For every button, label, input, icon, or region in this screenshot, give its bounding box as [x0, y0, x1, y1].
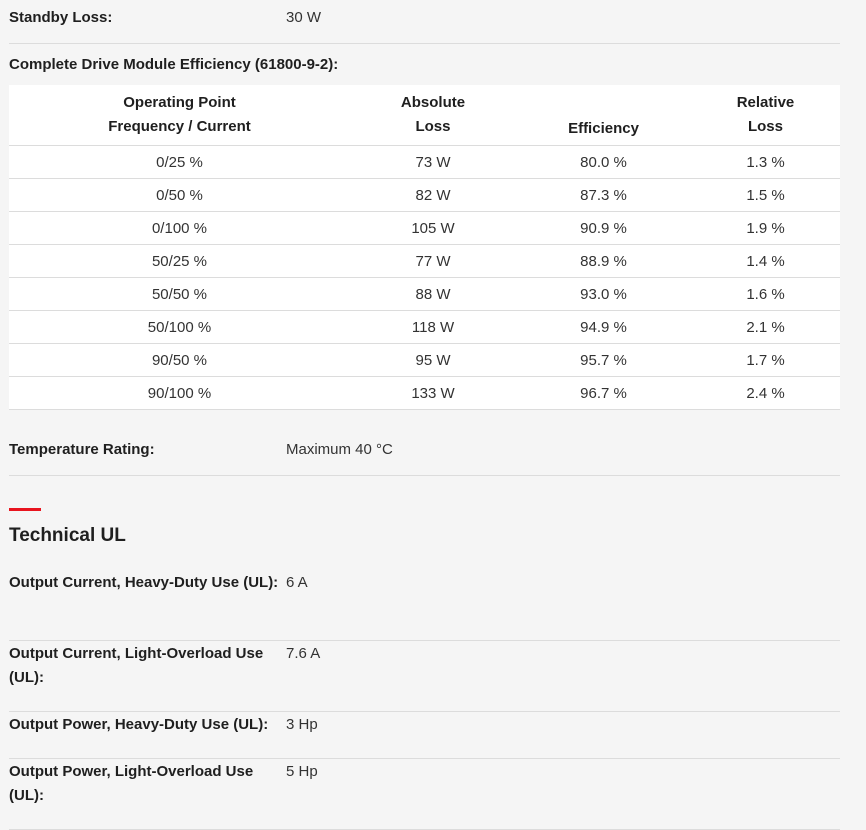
cell-absolute-loss: 82 W — [350, 178, 516, 212]
spec-row-output-power-light-overload: Output Power, Light-Overload Use (UL): 5… — [9, 759, 840, 830]
cell-operating-point: 90/100 % — [9, 376, 350, 410]
cell-operating-point: 50/25 % — [9, 244, 350, 278]
header-line: Absolute — [400, 94, 466, 111]
efficiency-table-title: Complete Drive Module Efficiency (61800-… — [9, 56, 339, 73]
spec-value: 7.6 A — [286, 645, 321, 662]
header-line: Loss — [415, 118, 451, 135]
spec-value: 6 A — [286, 574, 308, 591]
header-efficiency: Efficiency — [516, 85, 691, 146]
cell-relative-loss: 1.5 % — [691, 178, 840, 212]
table-row: 90/50 % 95 W 95.7 % 1.7 % — [9, 343, 840, 377]
table-row: 0/100 % 105 W 90.9 % 1.9 % — [9, 211, 840, 245]
table-row: 50/50 % 88 W 93.0 % 1.6 % — [9, 277, 840, 311]
header-line: Relative — [736, 94, 795, 111]
header-operating-point: Operating Point Frequency / Current — [9, 85, 350, 146]
cell-efficiency: 87.3 % — [516, 178, 691, 212]
cell-relative-loss: 1.6 % — [691, 277, 840, 311]
header-absolute-loss: Absolute Loss — [350, 85, 516, 146]
spec-row-output-power-heavy-duty: Output Power, Heavy-Duty Use (UL): 3 Hp — [9, 712, 840, 759]
cell-relative-loss: 1.3 % — [691, 145, 840, 179]
cell-absolute-loss: 73 W — [350, 145, 516, 179]
spec-value: Maximum 40 °C — [286, 441, 393, 458]
cell-absolute-loss: 133 W — [350, 376, 516, 410]
cell-relative-loss: 1.9 % — [691, 211, 840, 245]
cell-absolute-loss: 95 W — [350, 343, 516, 377]
header-relative-loss: Relative Loss — [691, 85, 840, 146]
cell-efficiency: 88.9 % — [516, 244, 691, 278]
header-line: Frequency / Current — [108, 118, 251, 135]
table-row: 0/25 % 73 W 80.0 % 1.3 % — [9, 145, 840, 179]
spec-content: Standby Loss: 30 W Complete Drive Module… — [9, 0, 840, 830]
cell-efficiency: 93.0 % — [516, 277, 691, 311]
table-row: 50/100 % 118 W 94.9 % 2.1 % — [9, 310, 840, 344]
table-row: 0/50 % 82 W 87.3 % 1.5 % — [9, 178, 840, 212]
spec-label: Standby Loss: — [9, 9, 113, 26]
spec-label: Temperature Rating: — [9, 441, 155, 458]
cell-operating-point: 50/100 % — [9, 310, 350, 344]
cell-efficiency: 80.0 % — [516, 145, 691, 179]
spec-label: Output Current, Heavy-Duty Use (UL): — [9, 574, 279, 591]
cell-absolute-loss: 105 W — [350, 211, 516, 245]
ul-spec-list: Output Current, Heavy-Duty Use (UL): 6 A… — [9, 570, 840, 830]
section-accent-bar — [9, 508, 41, 511]
spec-row-temperature-rating: Temperature Rating: Maximum 40 °C — [9, 434, 840, 476]
header-line: Efficiency — [568, 120, 639, 137]
header-line: Operating Point — [123, 94, 236, 111]
spec-label: Output Power, Light-Overload Use (UL): — [9, 763, 254, 804]
cell-operating-point: 0/100 % — [9, 211, 350, 245]
cell-relative-loss: 1.4 % — [691, 244, 840, 278]
table-row: 50/25 % 77 W 88.9 % 1.4 % — [9, 244, 840, 278]
cell-relative-loss: 2.4 % — [691, 376, 840, 410]
spec-row-output-current-light-overload: Output Current, Light-Overload Use (UL):… — [9, 641, 840, 712]
cell-absolute-loss: 118 W — [350, 310, 516, 344]
cell-operating-point: 90/50 % — [9, 343, 350, 377]
spec-value: 30 W — [286, 9, 322, 26]
cell-efficiency: 95.7 % — [516, 343, 691, 377]
spec-row-output-current-heavy-duty: Output Current, Heavy-Duty Use (UL): 6 A — [9, 570, 840, 641]
table-row: 90/100 % 133 W 96.7 % 2.4 % — [9, 376, 840, 410]
cell-efficiency: 96.7 % — [516, 376, 691, 410]
spec-value: 5 Hp — [286, 763, 318, 780]
cell-operating-point: 0/50 % — [9, 178, 350, 212]
cell-efficiency: 94.9 % — [516, 310, 691, 344]
header-line: Loss — [747, 118, 783, 135]
spec-label: Output Current, Light-Overload Use (UL): — [9, 645, 264, 686]
cell-operating-point: 50/50 % — [9, 277, 350, 311]
cell-relative-loss: 2.1 % — [691, 310, 840, 344]
efficiency-table: Operating Point Frequency / Current Abso… — [9, 85, 840, 410]
spec-label: Output Power, Heavy-Duty Use (UL): — [9, 716, 269, 733]
cell-operating-point: 0/25 % — [9, 145, 350, 179]
cell-absolute-loss: 88 W — [350, 277, 516, 311]
cell-efficiency: 90.9 % — [516, 211, 691, 245]
cell-absolute-loss: 77 W — [350, 244, 516, 278]
cell-relative-loss: 1.7 % — [691, 343, 840, 377]
spec-row-standby-loss: Standby Loss: 30 W — [9, 0, 840, 44]
table-header-row: Operating Point Frequency / Current Abso… — [9, 85, 840, 146]
section-title-technical-ul: Technical UL — [9, 525, 126, 546]
spec-value: 3 Hp — [286, 716, 318, 733]
